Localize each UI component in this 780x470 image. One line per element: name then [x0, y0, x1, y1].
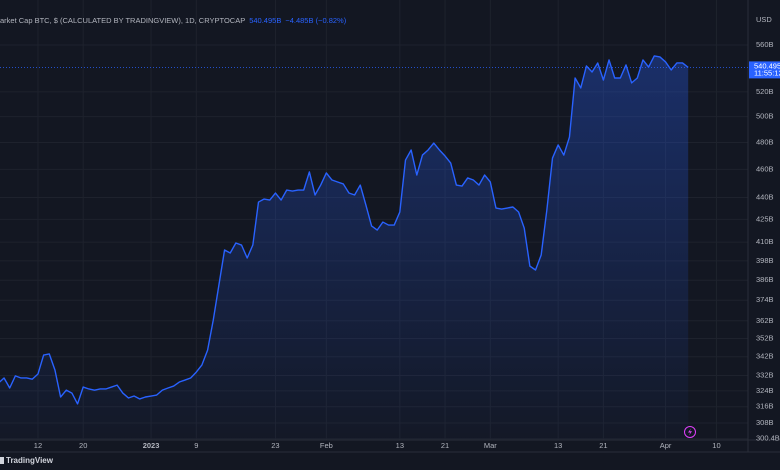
x-tick-label: 12 — [34, 441, 42, 450]
y-tick-label: 386B — [756, 275, 774, 284]
y-tick-label: 440B — [756, 192, 774, 201]
line — [0, 55, 689, 405]
x-tick-label: Apr — [660, 441, 672, 450]
x-tick-label: 13 — [396, 441, 404, 450]
y-tick-label: 425B — [756, 214, 774, 223]
x-tick-label: 13 — [554, 441, 562, 450]
x-tick-label: Mar — [484, 441, 497, 450]
y-tick-label: 332B — [756, 370, 774, 379]
header-price: 540.495B — [249, 16, 281, 25]
y-tick-label: 300.4B — [756, 434, 780, 443]
y-tick-label: 500B — [756, 112, 774, 121]
y-tick-label: 316B — [756, 402, 774, 411]
plot — [0, 55, 689, 440]
y-tick-label: 410B — [756, 237, 774, 246]
area — [0, 55, 689, 440]
x-tick-label: 2023 — [143, 441, 160, 450]
x-tick-label: 9 — [194, 441, 198, 450]
y-tick-label: 374B — [756, 295, 774, 304]
y-tick-label: 480B — [756, 137, 774, 146]
price-tag-label: 540.495B — [754, 61, 780, 70]
countdown: 11:55:12 — [754, 68, 780, 77]
x-tick-label: 21 — [599, 441, 607, 450]
x-tick-label: Feb — [320, 441, 333, 450]
brand: TradingView — [6, 456, 54, 465]
y-tick-label: 308B — [756, 418, 774, 427]
y-tick-label: 520B — [756, 87, 774, 96]
y-tick-label: 352B — [756, 334, 774, 343]
x-tick-label: 21 — [441, 441, 449, 450]
y-tick-label: 324B — [756, 386, 774, 395]
y-tick-label: 460B — [756, 164, 774, 173]
y-tick-label: 342B — [756, 352, 774, 361]
lightning-button[interactable] — [684, 426, 696, 438]
currency: USD — [756, 15, 772, 24]
x-tick-label: 20 — [79, 441, 87, 450]
y-tick-label: 398B — [756, 256, 774, 265]
x-tick-label: 10 — [712, 441, 720, 450]
brand-logo — [0, 457, 4, 464]
chart-title: arket Cap BTC, $ (CALCULATED BY TRADINGV… — [0, 16, 245, 25]
x-tick-label: 23 — [271, 441, 279, 450]
price-tag — [749, 61, 780, 79]
y-tick-label: 560B — [756, 40, 774, 49]
y-tick-label: 362B — [756, 316, 774, 325]
header-change: −4.485B (−0.82%) — [285, 16, 346, 25]
